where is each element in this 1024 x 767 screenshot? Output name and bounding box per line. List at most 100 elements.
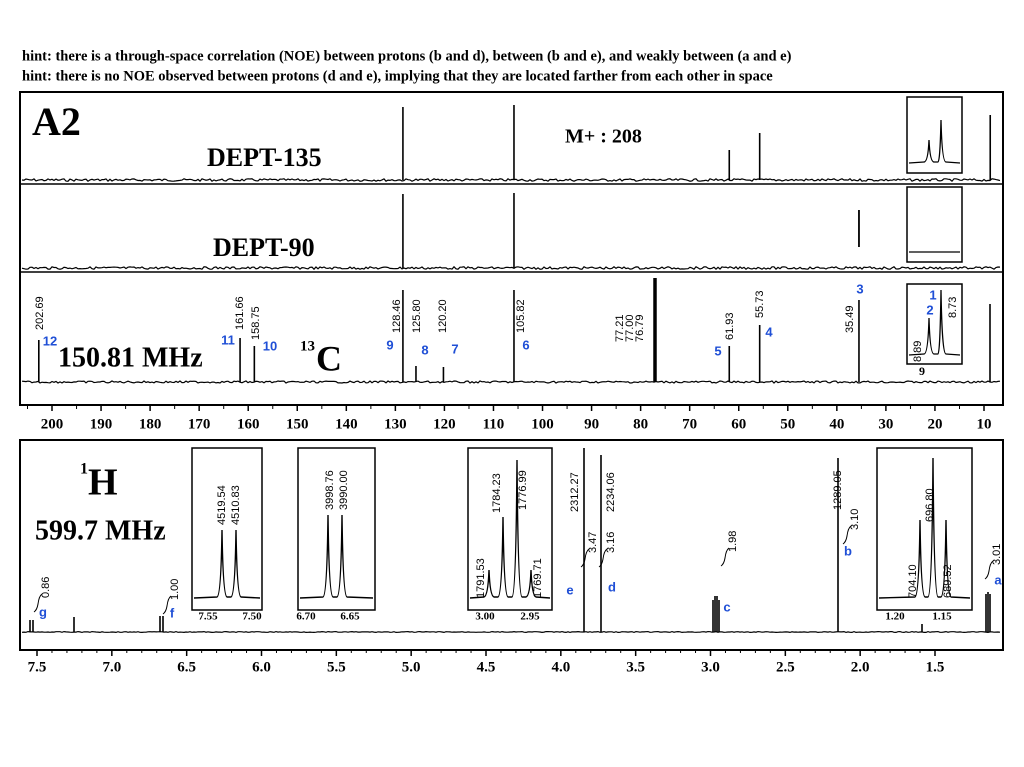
baseline (21, 630, 1001, 634)
x-tick-label: 2.5 (776, 659, 795, 675)
x-tick-label: 10 (977, 416, 992, 432)
x-tick-label: 100 (531, 416, 554, 432)
integral-label: 3.16 (605, 532, 617, 553)
integral-curve (842, 525, 852, 545)
inset-box (876, 447, 973, 611)
inset-box (297, 447, 376, 611)
x-tick-label: 6.5 (177, 659, 196, 675)
x-tick-label: 4.5 (477, 659, 496, 675)
carbon-number: 5 (714, 343, 721, 358)
x-tick-label: 80 (633, 416, 648, 432)
x-tick-label: 7.5 (28, 659, 47, 675)
integral-curve (720, 547, 730, 567)
frequency: 599.7 MHz (35, 515, 166, 546)
hz-label: 2312.27 (569, 472, 581, 512)
inset-tick-label: 7.55 (198, 611, 218, 623)
inset-peaks (908, 289, 961, 356)
carbon-number: 2 (926, 302, 933, 317)
x-tick-label: 7.0 (102, 659, 121, 675)
x-tick-label: 150 (286, 416, 309, 432)
inset-box (906, 96, 963, 174)
signal-label: c (723, 599, 730, 614)
shift-label: 105.82 (515, 299, 527, 333)
carbon-number: 6 (522, 337, 529, 352)
hint: hint: there is no NOE observed between p… (22, 68, 773, 84)
shift-label: 125.80 (411, 299, 423, 333)
x-tick-label: 120 (433, 416, 456, 432)
dept-label: DEPT-135 (207, 143, 322, 172)
hz-label: 1289.05 (832, 470, 844, 510)
signal-label: d (608, 579, 616, 594)
carbon-number: 11 (221, 332, 235, 347)
shift-label: 128.46 (391, 299, 403, 333)
integral-curve (580, 548, 590, 568)
carbon-number: 4 (765, 324, 773, 339)
signal-label: b (844, 543, 852, 558)
x-tick-label: 70 (682, 416, 697, 432)
integral-curve (162, 595, 172, 615)
x-tick-label: 30 (878, 416, 893, 432)
hz-label: 704.10 (907, 564, 919, 598)
carbon-number: 1 (929, 287, 936, 302)
baseline (21, 380, 1001, 384)
inset-peaks (469, 459, 551, 599)
x-tick-label: 5.5 (327, 659, 346, 675)
inset-box (906, 283, 963, 365)
inset-peaks (193, 529, 261, 599)
x-tick-label: 110 (483, 416, 505, 432)
inset-peaks (908, 119, 961, 164)
carbon-number: 9 (386, 337, 393, 352)
x-tick-label: 170 (188, 416, 211, 432)
element: C (316, 338, 342, 378)
inset-tick-label: 7.50 (242, 611, 262, 623)
integral-label: 3.01 (991, 544, 1003, 565)
inset-peaks (299, 514, 374, 599)
solvent-label: 77.21 (614, 314, 626, 342)
hz-label: 689.52 (942, 564, 954, 598)
hz-label: 3998.76 (324, 470, 336, 510)
inset-tick-label: 1.20 (885, 611, 905, 623)
x-tick-label: 50 (780, 416, 795, 432)
inset-box (906, 186, 963, 263)
shift-label: 61.93 (724, 312, 736, 340)
hz-label: 1769.71 (532, 558, 544, 598)
inset-tick-label: 2.95 (520, 611, 540, 623)
inset-peaks (878, 457, 971, 599)
signal-label: g (39, 604, 47, 619)
element: H (88, 462, 118, 504)
x-tick-label: 6.0 (252, 659, 271, 675)
solvent-label: 76.79 (634, 314, 646, 342)
signal-label: f (170, 605, 175, 620)
x-tick-label: 20 (927, 416, 942, 432)
carbon-number: 8 (421, 342, 428, 357)
x-tick-label: 60 (731, 416, 746, 432)
proton-frame (19, 439, 1004, 651)
hz-label: 1776.99 (517, 470, 529, 510)
isotope: 1 (80, 461, 88, 478)
x-tick-label: 130 (384, 416, 407, 432)
x-tick-label: 140 (335, 416, 358, 432)
x-tick-label: 3.5 (626, 659, 645, 675)
dept-label: DEPT-90 (213, 233, 315, 262)
carbon-number: 12 (43, 333, 57, 348)
hz-label: 696.80 (924, 488, 936, 522)
integral-label: 3.10 (849, 509, 861, 530)
shift-label: 8.89 (912, 341, 924, 362)
x-tick-label: 90 (584, 416, 599, 432)
hz-label: 2234.06 (605, 472, 617, 512)
baseline (21, 178, 1001, 183)
panel-label: A2 (32, 99, 81, 144)
x-tick-label: 1.5 (926, 659, 945, 675)
shift-label: 8.73 (947, 297, 959, 318)
frequency: 150.81 MHz (58, 342, 203, 373)
x-tick-label: 5.0 (402, 659, 421, 675)
inset-tick-label: 6.70 (296, 611, 316, 623)
hz-label: 4519.54 (216, 485, 228, 525)
shift-label: 202.69 (34, 296, 46, 330)
x-tick-label: 4.0 (551, 659, 570, 675)
mass-label: M+ : 208 (565, 126, 642, 148)
hz-label: 1784.23 (491, 473, 503, 513)
shift-label: 161.66 (234, 296, 246, 330)
isotope: 13 (300, 338, 315, 354)
integral-curve (984, 560, 994, 580)
